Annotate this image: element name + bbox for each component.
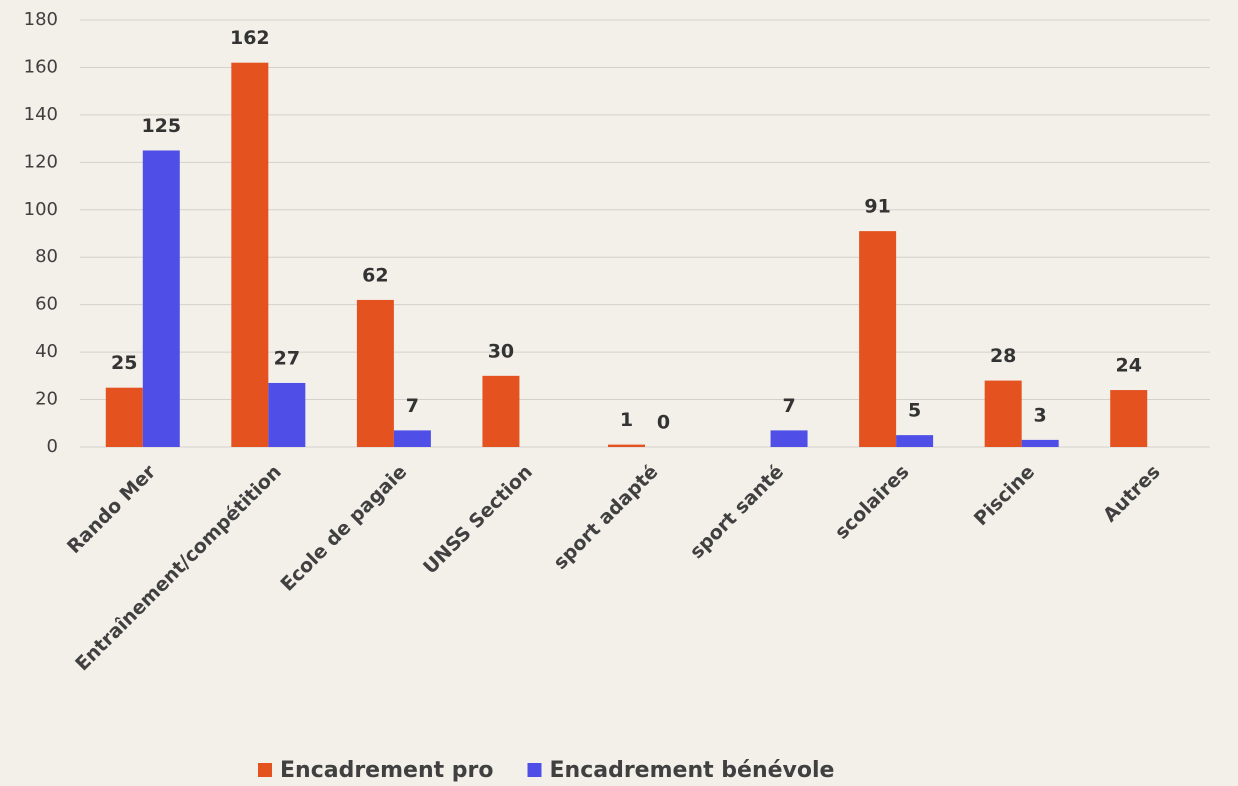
legend-label: Encadrement bénévole (550, 758, 835, 783)
value-label: 28 (990, 345, 1016, 367)
x-tick-label: Ecole de pagaie (276, 461, 411, 596)
x-tick-label: UNSS Section (419, 461, 537, 579)
bar (1021, 439, 1059, 447)
x-tick-label: Rando Mer (63, 460, 161, 558)
value-label: 5 (908, 400, 921, 422)
value-label: 25 (111, 352, 137, 374)
y-tick-label: 160 (24, 56, 58, 77)
y-tick-label: 0 (47, 436, 58, 457)
bar (482, 375, 520, 447)
value-label: 24 (1115, 355, 1141, 377)
y-tick-label: 100 (24, 199, 58, 220)
bar (393, 430, 431, 447)
bar (268, 382, 306, 447)
bar (105, 387, 143, 447)
y-tick-label: 180 (24, 9, 58, 30)
value-label: 30 (488, 340, 514, 362)
y-tick-label: 80 (35, 246, 58, 267)
value-label: 125 (141, 115, 181, 137)
value-label: 3 (1034, 404, 1047, 426)
x-tick-label: Piscine (970, 461, 1039, 530)
value-label: 7 (782, 395, 795, 417)
x-tick-label: sport adapté (549, 461, 662, 574)
bar (356, 299, 394, 447)
value-label: 0 (657, 412, 670, 434)
legend-swatch (258, 763, 272, 777)
x-tick-label: Autres (1099, 461, 1165, 527)
y-tick-label: 40 (35, 341, 58, 362)
y-tick-label: 20 (35, 389, 58, 410)
bar (896, 435, 934, 447)
value-label: 1 (620, 409, 633, 431)
legend-label: Encadrement pro (280, 758, 494, 783)
y-tick-label: 120 (24, 151, 58, 172)
x-tick-label: Entraînement/compétition (71, 461, 285, 675)
value-label: 27 (274, 347, 300, 369)
bar (984, 380, 1022, 447)
bar (231, 62, 269, 447)
bar (1110, 390, 1148, 447)
bar (770, 430, 808, 447)
x-tick-label: scolaires (831, 461, 914, 544)
value-label: 62 (362, 264, 388, 286)
bar (859, 231, 897, 447)
value-label: 91 (864, 196, 890, 218)
value-label: 162 (230, 27, 270, 49)
y-tick-label: 60 (35, 294, 58, 315)
value-label: 7 (406, 395, 419, 417)
bar (608, 444, 645, 447)
bar (142, 150, 180, 447)
x-tick-label: sport santé (686, 461, 788, 563)
legend-swatch (527, 763, 542, 777)
y-tick-label: 140 (24, 104, 58, 125)
